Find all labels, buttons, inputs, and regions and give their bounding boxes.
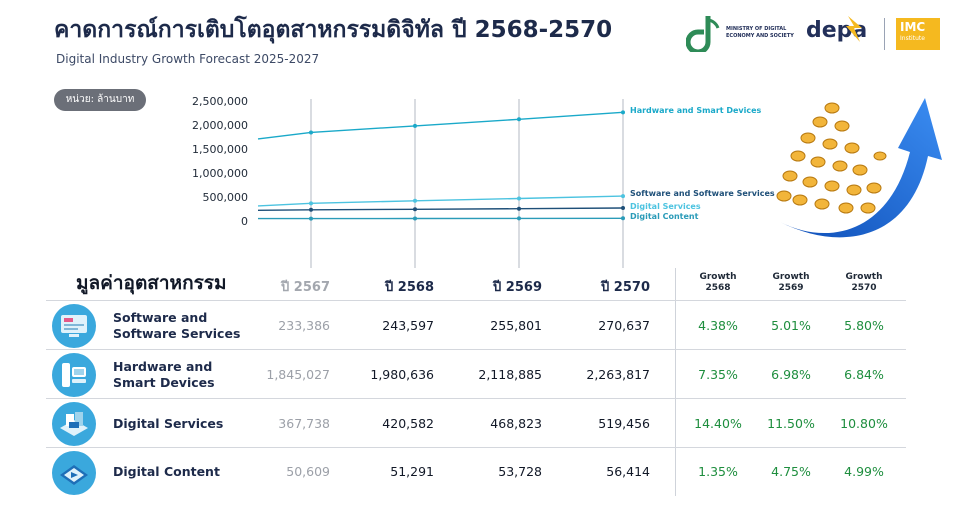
growth-value: 4.38% [698,318,738,333]
table-row: Digital Content 50,609 51,291 53,728 56,… [46,448,906,497]
logo-divider [884,18,885,50]
growth-value: 4.75% [771,464,811,479]
col-head-2567: ปี 2567 [281,280,330,295]
growth-value: 4.99% [844,464,884,479]
row-label: Digital Content [113,464,220,479]
data-point [309,207,313,212]
table-row: Digital Services 367,738 420,582 468,823… [46,399,906,448]
growth-arrow-coins-icon [776,98,942,238]
growth-value: 6.98% [771,367,811,382]
mdes-logo-icon [686,16,720,52]
data-point [621,206,625,211]
data-point [309,216,313,221]
cell-value: 468,823 [490,416,542,431]
data-point [621,194,625,199]
y-tick-label: 0 [241,215,248,228]
cell-value: 255,801 [490,318,542,333]
unit-badge: หน่วย: ล้านบาท [54,89,146,111]
series-label: Hardware and Smart Devices [630,106,762,115]
page-title: คาดการณ์การเติบโตอุตสาหกรรมดิจิทัล ปี 25… [54,17,613,43]
y-tick-label: 2,000,000 [192,119,248,132]
data-point [309,130,313,135]
series-label: Software and Software Services [630,189,775,198]
y-tick-label: 500,000 [203,191,249,204]
page-subtitle: Digital Industry Growth Forecast 2025-20… [56,52,320,66]
data-point [309,201,313,206]
depa-logo: depa [806,18,868,43]
cell-value: 2,118,885 [478,367,542,382]
growth-head-2570: Growth 2570 [845,272,883,293]
row-divider [46,300,906,301]
ministry-logo-text: MINISTRY OF DIGITAL ECONOMY AND SOCIETY [726,26,794,39]
cell-value: 420,582 [382,416,434,431]
row-divider [46,349,906,350]
imc-logo: IMC Institute [896,18,940,50]
data-point [413,198,417,203]
data-point [517,196,521,201]
growth-value: 14.40% [694,416,742,431]
row-label: Software and Software Services [113,310,241,341]
series-line [257,195,624,207]
series-line [257,111,624,140]
growth-value: 6.84% [844,367,884,382]
cell-value: 50,609 [286,464,330,479]
series-label: Digital Content [630,212,699,221]
data-point [413,216,417,221]
data-point [517,216,521,221]
y-tick-label: 1,000,000 [192,167,248,180]
growth-value: 11.50% [767,416,815,431]
row-divider [46,398,906,399]
growth-value: 10.80% [840,416,888,431]
growth-value: 5.01% [771,318,811,333]
growth-head-2568: Growth 2568 [699,272,737,293]
table-title: มูลค่าอุตสาหกรรม [76,272,227,294]
cell-value: 1,845,027 [266,367,330,382]
cell-value: 1,980,636 [370,367,434,382]
growth-value: 7.35% [698,367,738,382]
cell-value: 2,263,817 [586,367,650,382]
col-head-2570: ปี 2570 [601,280,650,295]
series-label: Digital Services [630,202,701,211]
growth-line-chart: 2,500,000 2,000,000 1,500,000 1,000,000 500,… [192,95,775,268]
row-divider [46,447,906,448]
growth-column-divider [675,268,676,496]
cell-value: 367,738 [278,416,330,431]
col-head-2569: ปี 2569 [493,280,542,295]
cell-value: 233,386 [278,318,330,333]
software-icon [52,304,96,348]
growth-value: 5.80% [844,318,884,333]
growth-head-2569: Growth 2569 [772,272,810,293]
growth-value: 1.35% [698,464,738,479]
cell-value: 53,728 [498,464,542,479]
data-point [517,117,521,122]
cell-value: 519,456 [598,416,650,431]
cell-value: 243,597 [382,318,434,333]
table-row: Hardware and Smart Devices 1,845,027 1,98… [46,350,906,399]
table-row: Software and Software Services 233,386 24… [46,301,906,350]
data-point [413,123,417,128]
y-tick-label: 2,500,000 [192,95,248,108]
digital-content-icon [52,451,96,495]
depa-star-icon [846,16,862,42]
row-label: Hardware and Smart Devices [113,359,215,390]
col-head-2568: ปี 2568 [385,280,434,295]
partner-logos: MINISTRY OF DIGITAL ECONOMY AND SOCIETY … [686,12,946,56]
row-label: Digital Services [113,416,224,431]
digital-services-icon [52,402,96,446]
data-point [621,216,625,221]
cell-value: 270,637 [598,318,650,333]
cell-value: 56,414 [606,464,650,479]
y-tick-label: 1,500,000 [192,143,248,156]
cell-value: 51,291 [390,464,434,479]
data-point [517,206,521,211]
data-point [413,207,417,212]
hardware-icon [52,353,96,397]
data-point [621,110,625,115]
